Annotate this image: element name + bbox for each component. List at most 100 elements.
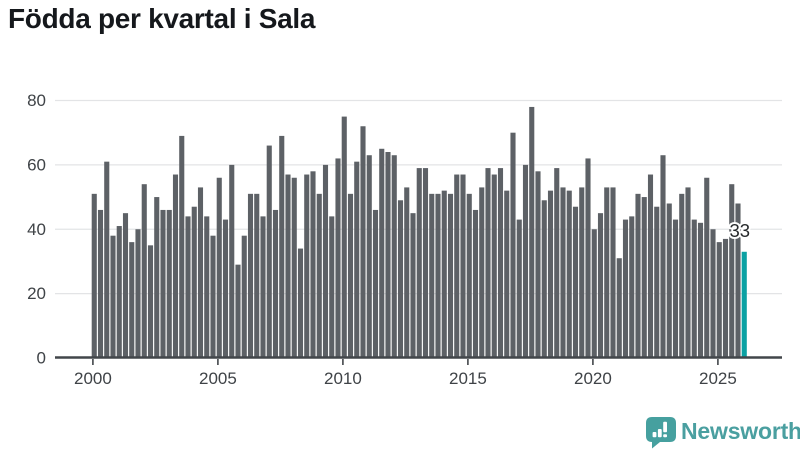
bar (91, 193, 97, 358)
bar (354, 161, 360, 358)
bar (435, 193, 441, 358)
bar (566, 190, 572, 359)
bar (247, 193, 254, 358)
bar (460, 174, 466, 358)
bar (347, 193, 354, 358)
bar (297, 248, 304, 358)
bar (329, 216, 335, 359)
bar (260, 216, 266, 359)
bar (441, 190, 447, 359)
bar (691, 219, 697, 358)
bar (379, 148, 385, 358)
bar (229, 164, 235, 359)
bar (310, 171, 316, 358)
bar (529, 106, 535, 358)
bar (322, 164, 329, 359)
bar (391, 155, 397, 358)
bar (522, 164, 529, 359)
x-tick-label: 2020 (574, 369, 612, 388)
bar (710, 229, 716, 358)
bar (479, 187, 485, 358)
bar (497, 168, 504, 358)
bar (116, 226, 122, 358)
bar (366, 155, 372, 358)
bar (360, 126, 366, 358)
bar (585, 158, 591, 358)
bar (504, 190, 510, 359)
y-tick-label: 40 (27, 220, 46, 239)
y-tick-label: 60 (27, 155, 46, 174)
bar (154, 197, 160, 358)
bar (722, 238, 729, 358)
bar (179, 135, 185, 358)
bar (291, 177, 297, 358)
bar (672, 219, 679, 358)
bar (591, 229, 597, 358)
x-tick-label: 2000 (74, 369, 112, 388)
newsworthy-logo-icon (646, 417, 676, 449)
bar (204, 216, 210, 359)
bar (554, 168, 560, 358)
bar (385, 152, 391, 358)
chart-title: Födda per kvartal i Sala (8, 3, 316, 34)
bar (410, 213, 416, 358)
bar (491, 174, 497, 358)
bar (110, 235, 116, 358)
bar (372, 209, 379, 358)
bar (685, 187, 691, 358)
bar (616, 258, 622, 358)
bar (279, 135, 285, 358)
bar (697, 222, 704, 358)
bar (622, 219, 629, 358)
bar (241, 235, 247, 358)
bar (472, 209, 479, 358)
y-tick-label: 80 (27, 91, 46, 110)
bar (422, 168, 429, 358)
exclamation-bar (663, 421, 667, 433)
bar (304, 174, 310, 358)
y-tick-label: 0 (37, 349, 46, 368)
bar (272, 209, 279, 358)
highlighted-bar (741, 251, 747, 358)
bar (235, 264, 241, 358)
bar (454, 174, 460, 358)
bar (560, 187, 566, 358)
bar (641, 197, 647, 358)
bar (647, 174, 654, 358)
bar (335, 158, 341, 358)
bar (735, 203, 741, 358)
bar (266, 145, 272, 358)
bar (510, 132, 516, 358)
bar (729, 184, 735, 358)
bar (341, 116, 347, 358)
bar (635, 193, 641, 358)
bar (610, 187, 616, 358)
bar (572, 206, 579, 358)
highlight-value-label: 33 (730, 220, 751, 241)
mini-bar-1 (652, 432, 657, 438)
bar (160, 209, 166, 358)
bar (716, 242, 722, 359)
bar (191, 206, 197, 358)
bar (535, 171, 541, 358)
mini-bar-2 (657, 429, 662, 438)
bar (185, 216, 191, 359)
bar (447, 193, 454, 358)
x-tick-label: 2010 (324, 369, 362, 388)
bar (654, 206, 660, 358)
bar (254, 193, 260, 358)
bar (122, 213, 129, 358)
brand-name: Newsworthy (681, 418, 800, 444)
bar (404, 187, 410, 358)
x-tick-label: 2005 (199, 369, 237, 388)
bar (429, 193, 435, 358)
newsworthy-logo: Newsworthy (646, 417, 800, 449)
bar (629, 216, 635, 359)
bar (579, 187, 585, 358)
bar (397, 200, 404, 358)
x-tick-label: 2015 (449, 369, 487, 388)
bar (597, 213, 604, 358)
bar (547, 190, 554, 359)
